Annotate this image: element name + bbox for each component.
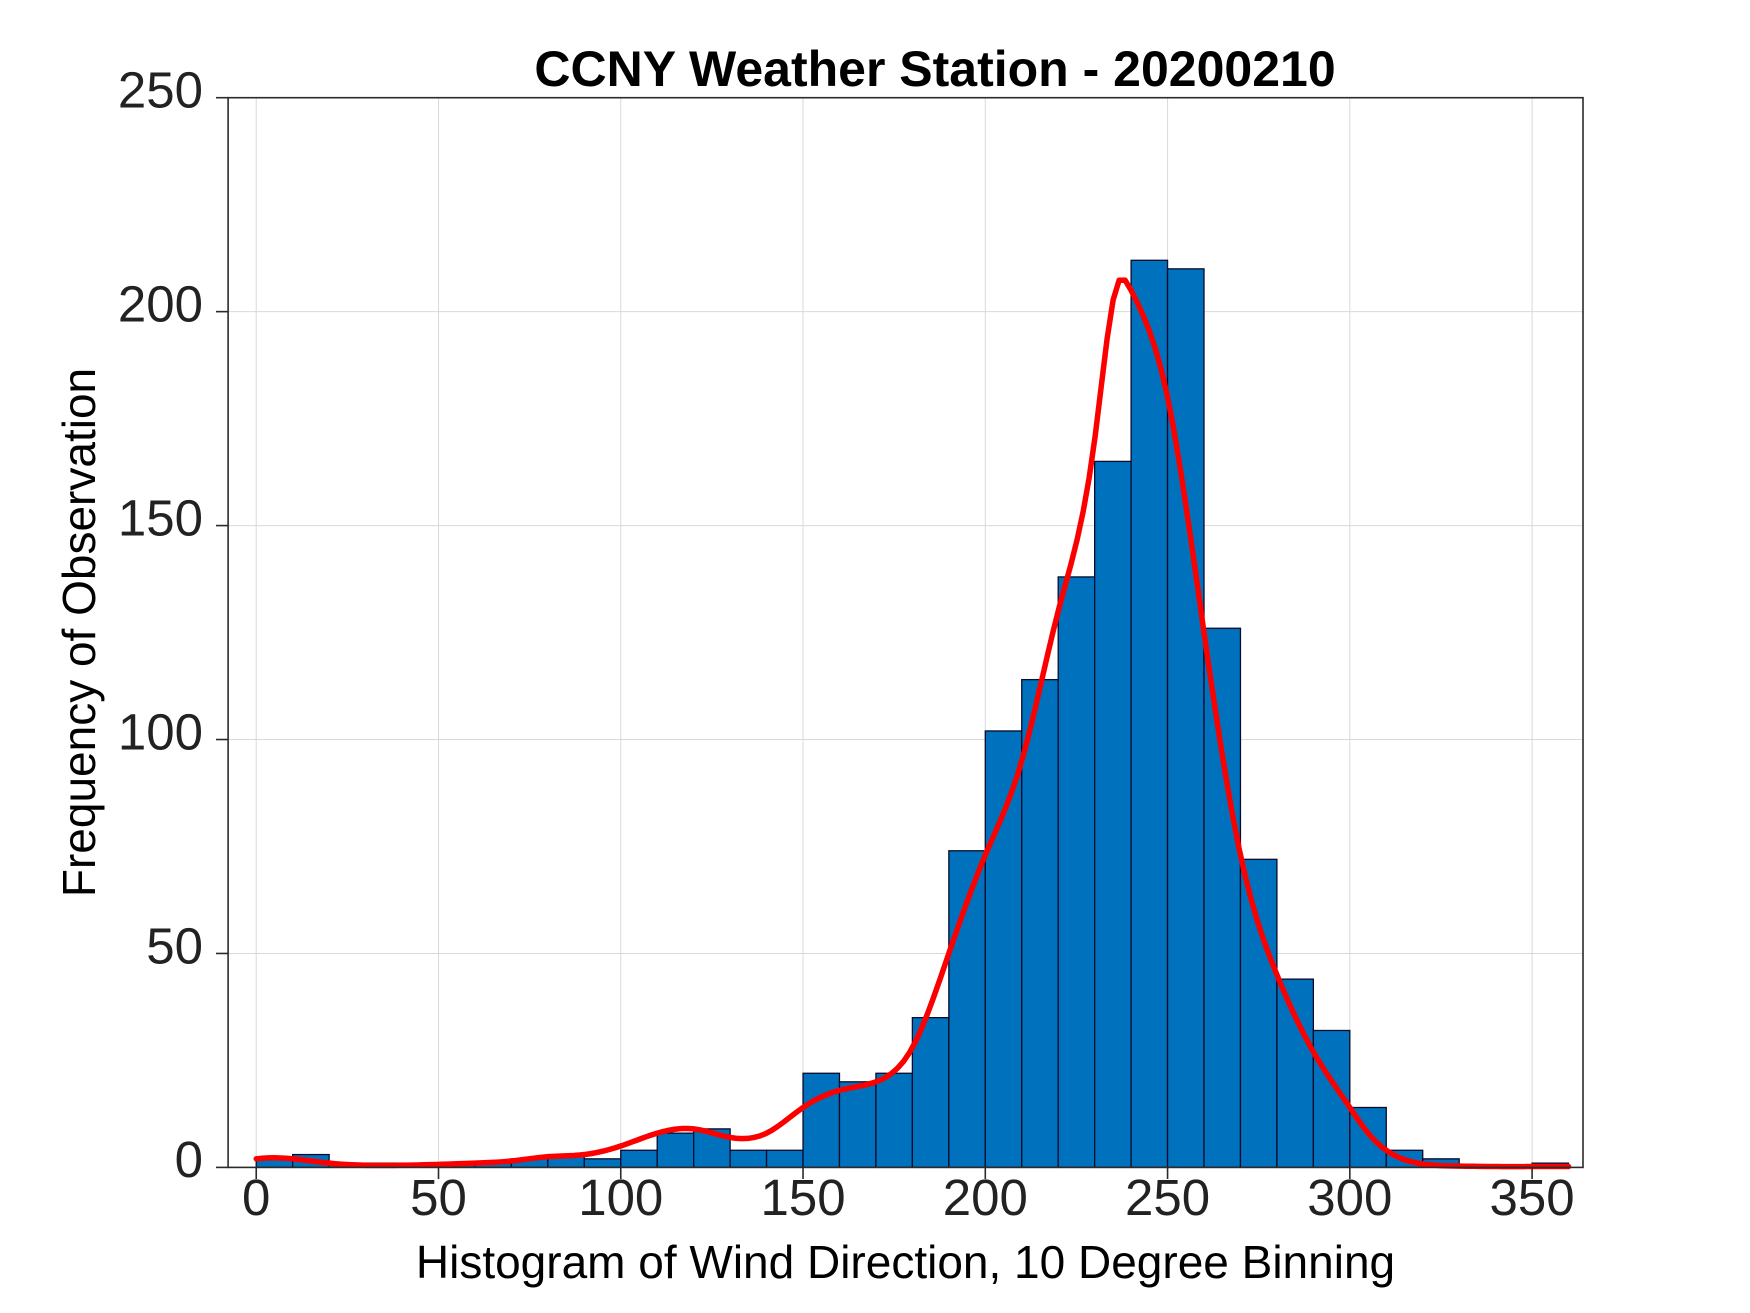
svg-text:350: 350 [1490, 1169, 1575, 1226]
svg-text:0: 0 [242, 1169, 270, 1226]
svg-text:CCNY Weather Station - 2020021: CCNY Weather Station - 20200210 [534, 41, 1335, 97]
svg-text:0: 0 [175, 1131, 203, 1188]
svg-text:100: 100 [578, 1169, 663, 1226]
svg-text:300: 300 [1307, 1169, 1392, 1226]
svg-text:100: 100 [118, 704, 203, 761]
svg-text:50: 50 [146, 918, 203, 975]
svg-text:150: 150 [760, 1169, 845, 1226]
svg-text:200: 200 [943, 1169, 1028, 1226]
svg-text:50: 50 [410, 1169, 467, 1226]
svg-text:150: 150 [118, 490, 203, 547]
svg-text:250: 250 [1125, 1169, 1210, 1226]
svg-text:Histogram of Wind Direction, 1: Histogram of Wind Direction, 10 Degree B… [416, 1236, 1395, 1288]
svg-text:250: 250 [118, 62, 203, 119]
svg-text:Frequency of Observation: Frequency of Observation [53, 368, 105, 897]
svg-text:200: 200 [118, 276, 203, 333]
